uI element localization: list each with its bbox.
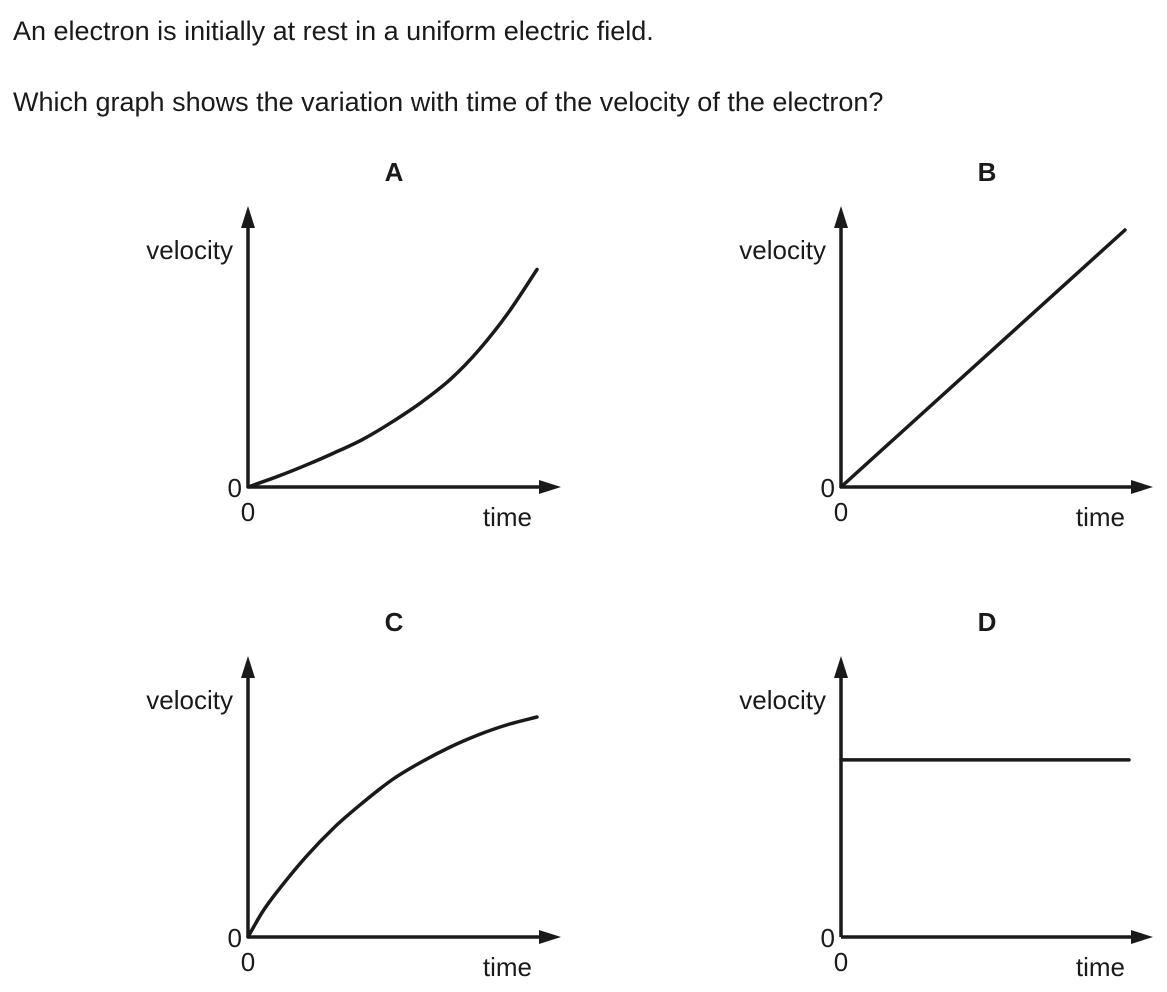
graph-c-y-label: velocity [146, 685, 233, 715]
graph-b-y-label: velocity [739, 235, 826, 265]
graph-b-y-arrow [834, 206, 848, 228]
graph-a-y-label: velocity [146, 235, 233, 265]
graph-a-x-origin: 0 [241, 497, 255, 527]
graph-a-y-arrow [241, 206, 255, 228]
graph-a-letter: A [385, 157, 404, 187]
graph-b-y-origin: 0 [821, 473, 835, 503]
graph-d-y-arrow [834, 656, 848, 678]
graph-d-x-label: time [1076, 952, 1125, 982]
graph-c-y-origin: 0 [228, 923, 242, 953]
graph-a-y-origin: 0 [228, 473, 242, 503]
graph-c-curve [246, 715, 539, 939]
graph-b-x-arrow [1131, 480, 1153, 494]
question-prompt: Which graph shows the variation with tim… [13, 87, 884, 117]
graph-d-y-origin: 0 [821, 923, 835, 953]
graph-d-x-arrow [1131, 930, 1153, 944]
graph-c-x-label: time [483, 952, 532, 982]
graph-a-x-label: time [483, 502, 532, 532]
question-intro: An electron is initially at rest in a un… [13, 16, 654, 46]
graph-a-x-arrow [539, 480, 561, 494]
graph-a-curve [246, 267, 539, 489]
graph-b-letter: B [978, 157, 997, 187]
graph-d-y-label: velocity [739, 685, 826, 715]
graph-b-x-origin: 0 [834, 497, 848, 527]
graph-b-curve [839, 228, 1127, 489]
graph-b-x-label: time [1076, 502, 1125, 532]
graph-c-y-arrow [241, 656, 255, 678]
graph-d-letter: D [978, 607, 997, 637]
graph-c-letter: C [385, 607, 404, 637]
graph-c-x-origin: 0 [241, 947, 255, 977]
graph-d-x-origin: 0 [834, 947, 848, 977]
graph-c-x-arrow [539, 930, 561, 944]
